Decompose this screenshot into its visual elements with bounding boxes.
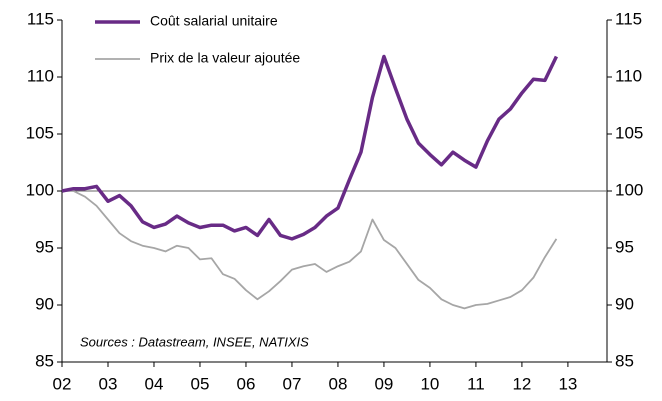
y-tick-label: 100	[26, 180, 54, 199]
x-tick-label: 12	[512, 374, 531, 393]
y2-tick-label: 110	[615, 66, 642, 85]
legend-label: Prix de la valeur ajoutée	[150, 50, 300, 66]
y-tick-label: 95	[35, 237, 54, 256]
y-tick-label: 115	[27, 9, 54, 28]
y2-tick-label: 90	[615, 294, 634, 313]
y-tick-label: 105	[26, 123, 54, 142]
y2-tick-label: 95	[615, 237, 634, 256]
x-tick-label: 08	[328, 374, 347, 393]
y-tick-label: 85	[35, 351, 54, 370]
x-tick-label: 10	[420, 374, 439, 393]
y-tick-label: 90	[35, 294, 54, 313]
x-tick-label: 07	[282, 374, 301, 393]
x-tick-label: 13	[558, 374, 577, 393]
x-tick-label: 05	[191, 374, 210, 393]
x-tick-label: 11	[467, 374, 485, 393]
x-tick-label: 06	[237, 374, 256, 393]
y-tick-label: 110	[27, 66, 54, 85]
y2-tick-label: 115	[615, 9, 642, 28]
y2-tick-label: 100	[615, 180, 643, 199]
legend-label: Coût salarial unitaire	[150, 13, 278, 29]
y2-tick-label: 105	[615, 123, 643, 142]
annotation: Sources : Datastream, INSEE, NATIXIS	[80, 334, 309, 349]
y2-tick-label: 85	[615, 351, 634, 370]
x-tick-label: 02	[53, 374, 72, 393]
x-tick-label: 09	[374, 374, 393, 393]
series-line	[61, 54, 558, 241]
x-tick-label: 04	[145, 374, 164, 393]
series-line	[62, 190, 558, 310]
x-tick-label: 03	[99, 374, 118, 393]
